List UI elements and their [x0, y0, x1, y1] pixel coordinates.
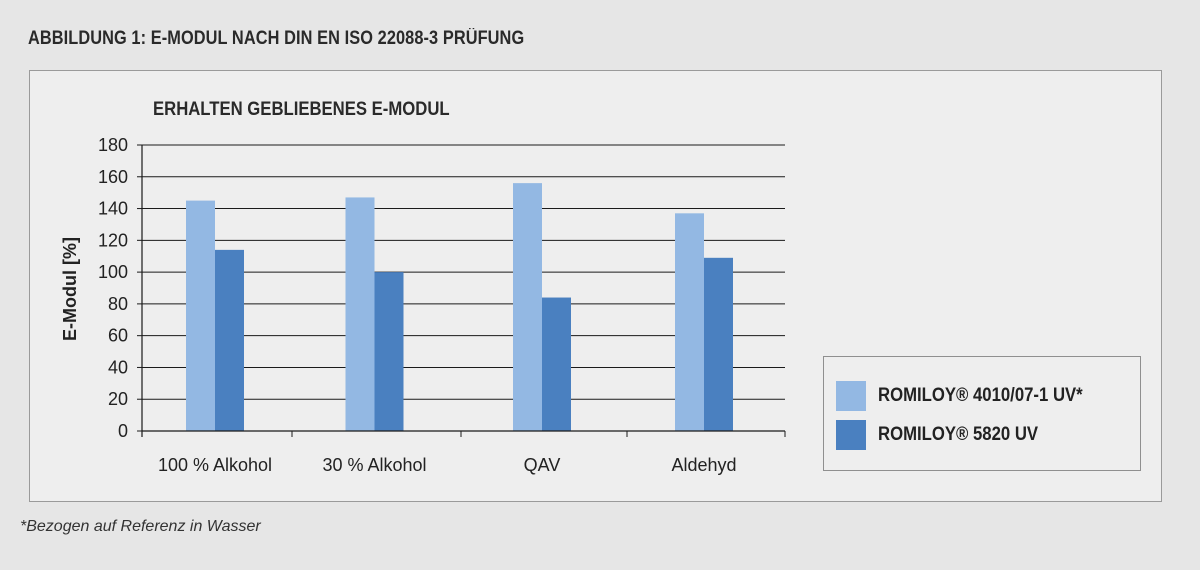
footnote: *Bezogen auf Referenz in Wasser [20, 518, 261, 535]
legend-label-series-2: ROMILOY® 5820 UV [878, 424, 1039, 445]
tick-labels: 0 20 40 60 80 100 120 140 160 180 100 % Alkohol 30 … [98, 135, 737, 475]
bar-series-1 [513, 183, 542, 431]
y-tick-label: 60 [108, 326, 128, 346]
y-axis-label: E-Modul [%] [60, 237, 80, 341]
legend-label-series-1: ROMILOY® 4010/07-1 UV* [878, 385, 1083, 406]
y-tick-label: 20 [108, 389, 128, 409]
chart-panel: ERHALTEN GEBLIEBENES E-MODUL 0 20 40 60 80 10… [29, 70, 1162, 502]
bar-series-2 [542, 297, 571, 431]
bar-chart: ERHALTEN GEBLIEBENES E-MODUL 0 20 40 60 80 10… [60, 98, 786, 475]
y-tick-label: 0 [118, 421, 128, 441]
bar-series-2 [215, 249, 244, 431]
x-tick-label: Aldehyd [671, 455, 736, 475]
axes [137, 144, 786, 437]
legend-swatch-series-2 [836, 420, 866, 450]
y-tick-label: 80 [108, 294, 128, 314]
figure-title: ABBILDUNG 1: E-MODUL NACH DIN EN ISO 220… [28, 28, 525, 49]
chart-title: ERHALTEN GEBLIEBENES E-MODUL [153, 98, 450, 119]
x-tick-label: 100 % Alkohol [158, 455, 272, 475]
x-tick-label: 30 % Alkohol [322, 455, 426, 475]
legend-item-series-2: ROMILOY® 5820 UV [836, 420, 1060, 450]
y-tick-label: 100 [98, 262, 128, 282]
bars [186, 183, 733, 431]
y-tick-label: 180 [98, 135, 128, 155]
y-tick-label: 140 [98, 199, 128, 219]
x-tick-label: QAV [524, 455, 561, 475]
y-tick-label: 120 [98, 230, 128, 250]
y-tick-label: 40 [108, 357, 128, 377]
bar-series-2 [704, 257, 733, 431]
legend-item-series-1: ROMILOY® 4010/07-1 UV* [836, 381, 1111, 411]
bar-series-1 [345, 197, 375, 431]
bar-series-1 [675, 213, 704, 431]
y-tick-label: 160 [98, 167, 128, 187]
bar-series-2 [374, 272, 404, 431]
legend: ROMILOY® 4010/07-1 UV* ROMILOY® 5820 UV [823, 356, 1141, 471]
legend-swatch-series-1 [836, 381, 866, 411]
bar-series-1 [186, 200, 215, 431]
